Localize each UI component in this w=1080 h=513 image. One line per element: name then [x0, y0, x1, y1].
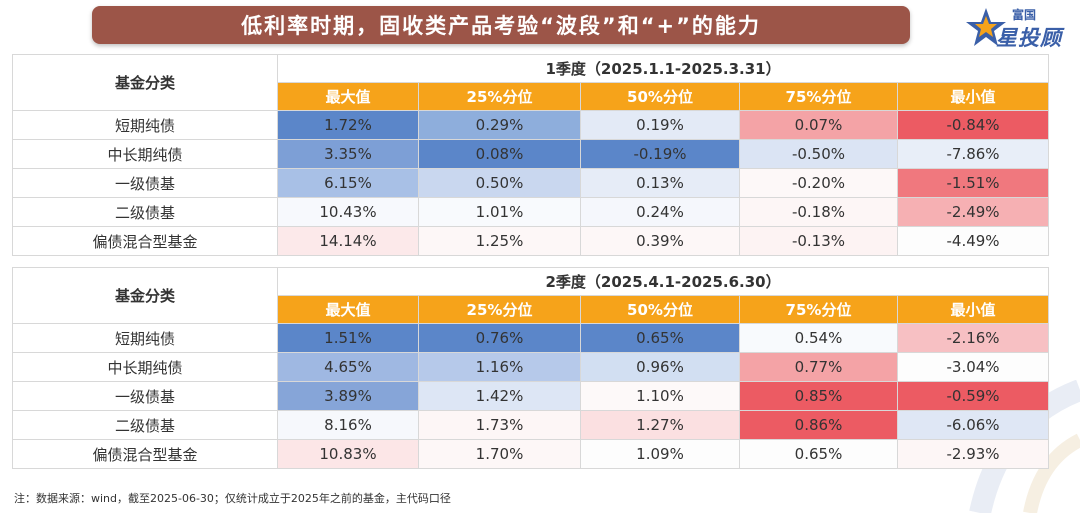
- value-cell: 0.39%: [580, 226, 740, 256]
- row-label: 二级债基: [12, 410, 278, 440]
- column-header: 最小值: [896, 295, 1050, 324]
- value-cell: 0.54%: [739, 323, 898, 353]
- value-cell: -0.18%: [739, 197, 898, 227]
- value-cell: 0.65%: [739, 439, 898, 469]
- value-cell: -2.16%: [896, 323, 1050, 353]
- value-cell: -7.86%: [896, 139, 1050, 169]
- row-label: 一级债基: [12, 381, 278, 411]
- column-header: 最大值: [277, 295, 419, 324]
- value-cell: 0.86%: [739, 410, 898, 440]
- row-label: 偏债混合型基金: [12, 226, 278, 256]
- value-cell: 8.16%: [277, 410, 419, 440]
- column-header: 最大值: [277, 82, 419, 111]
- column-header: 75%分位: [739, 295, 898, 324]
- period-header: 2季度（2025.4.1-2025.6.30）: [276, 267, 1050, 296]
- value-cell: -0.19%: [580, 139, 740, 169]
- value-cell: 1.72%: [277, 110, 419, 140]
- value-cell: 0.85%: [739, 381, 898, 411]
- value-cell: 1.16%: [418, 352, 581, 382]
- row-label: 二级债基: [12, 197, 278, 227]
- logo-top-text: 富国: [1012, 8, 1037, 22]
- value-cell: -0.59%: [896, 381, 1050, 411]
- value-cell: 3.35%: [277, 139, 419, 169]
- value-cell: 1.25%: [418, 226, 581, 256]
- value-cell: 3.89%: [277, 381, 419, 411]
- table-row: 短期纯债 1.51% 0.76% 0.65% 0.54% -2.16%: [12, 323, 1050, 353]
- value-cell: 10.43%: [277, 197, 419, 227]
- value-cell: -3.04%: [896, 352, 1050, 382]
- row-label: 短期纯债: [12, 110, 278, 140]
- value-cell: 1.42%: [418, 381, 581, 411]
- value-cell: 1.27%: [580, 410, 740, 440]
- table-row: 中长期纯债 3.35% 0.08% -0.19% -0.50% -7.86%: [12, 139, 1050, 169]
- value-cell: 0.76%: [418, 323, 581, 353]
- value-cell: 10.83%: [277, 439, 419, 469]
- column-header: 50%分位: [580, 82, 740, 111]
- row-label: 中长期纯债: [12, 352, 278, 382]
- footnote: 注：数据来源：wind，截至2025-06-30；仅统计成立于2025年之前的基…: [14, 492, 451, 505]
- column-header: 50%分位: [580, 295, 740, 324]
- table-row: 一级债基 6.15% 0.50% 0.13% -0.20% -1.51%: [12, 168, 1050, 198]
- value-cell: 1.51%: [277, 323, 419, 353]
- value-cell: 0.13%: [580, 168, 740, 198]
- column-header: 最小值: [896, 82, 1050, 111]
- row-label: 偏债混合型基金: [12, 439, 278, 469]
- value-cell: 1.01%: [418, 197, 581, 227]
- value-cell: -0.84%: [896, 110, 1050, 140]
- logo-main-text: 星投顾: [996, 26, 1062, 50]
- value-cell: 1.73%: [418, 410, 581, 440]
- value-cell: -6.06%: [896, 410, 1050, 440]
- value-cell: 6.15%: [277, 168, 419, 198]
- table-row: 二级债基 10.43% 1.01% 0.24% -0.18% -2.49%: [12, 197, 1050, 227]
- table-row: 偏债混合型基金 14.14% 1.25% 0.39% -0.13% -4.49%: [12, 226, 1050, 256]
- row-label: 短期纯债: [12, 323, 278, 353]
- value-cell: 0.96%: [580, 352, 740, 382]
- value-cell: 1.09%: [580, 439, 740, 469]
- q2-table: 基金分类 2季度（2025.4.1-2025.6.30） 最大值 25%分位 5…: [12, 267, 1050, 469]
- value-cell: 4.65%: [277, 352, 419, 382]
- value-cell: -2.93%: [896, 439, 1050, 469]
- q1-table: 基金分类 1季度（2025.1.1-2025.3.31） 最大值 25%分位 5…: [12, 54, 1050, 256]
- value-cell: -1.51%: [896, 168, 1050, 198]
- table-row: 中长期纯债 4.65% 1.16% 0.96% 0.77% -3.04%: [12, 352, 1050, 382]
- value-cell: -0.20%: [739, 168, 898, 198]
- column-header: 75%分位: [739, 82, 898, 111]
- value-cell: 0.24%: [580, 197, 740, 227]
- value-cell: 0.08%: [418, 139, 581, 169]
- star-icon: [966, 8, 1006, 46]
- category-header: 基金分类: [12, 54, 278, 111]
- table-row: 偏债混合型基金 10.83% 1.70% 1.09% 0.65% -2.93%: [12, 439, 1050, 469]
- period-header: 1季度（2025.1.1-2025.3.31）: [276, 54, 1050, 83]
- value-cell: 0.07%: [739, 110, 898, 140]
- value-cell: -2.49%: [896, 197, 1050, 227]
- page-title: 低利率时期，固收类产品考验“波段”和“+”的能力: [92, 6, 910, 44]
- value-cell: 1.70%: [418, 439, 581, 469]
- table-row: 一级债基 3.89% 1.42% 1.10% 0.85% -0.59%: [12, 381, 1050, 411]
- table-row: 二级债基 8.16% 1.73% 1.27% 0.86% -6.06%: [12, 410, 1050, 440]
- value-cell: -0.50%: [739, 139, 898, 169]
- value-cell: 0.65%: [580, 323, 740, 353]
- row-label: 一级债基: [12, 168, 278, 198]
- value-cell: 0.50%: [418, 168, 581, 198]
- column-header: 25%分位: [418, 82, 581, 111]
- value-cell: 1.10%: [580, 381, 740, 411]
- column-header: 25%分位: [418, 295, 581, 324]
- value-cell: 0.77%: [739, 352, 898, 382]
- row-label: 中长期纯债: [12, 139, 278, 169]
- value-cell: 14.14%: [277, 226, 419, 256]
- value-cell: -4.49%: [896, 226, 1050, 256]
- table-row: 短期纯债 1.72% 0.29% 0.19% 0.07% -0.84%: [12, 110, 1050, 140]
- value-cell: 0.19%: [580, 110, 740, 140]
- value-cell: 0.29%: [418, 110, 581, 140]
- brand-logo: 富国 星投顾: [964, 2, 1074, 54]
- value-cell: -0.13%: [739, 226, 898, 256]
- category-header: 基金分类: [12, 267, 278, 324]
